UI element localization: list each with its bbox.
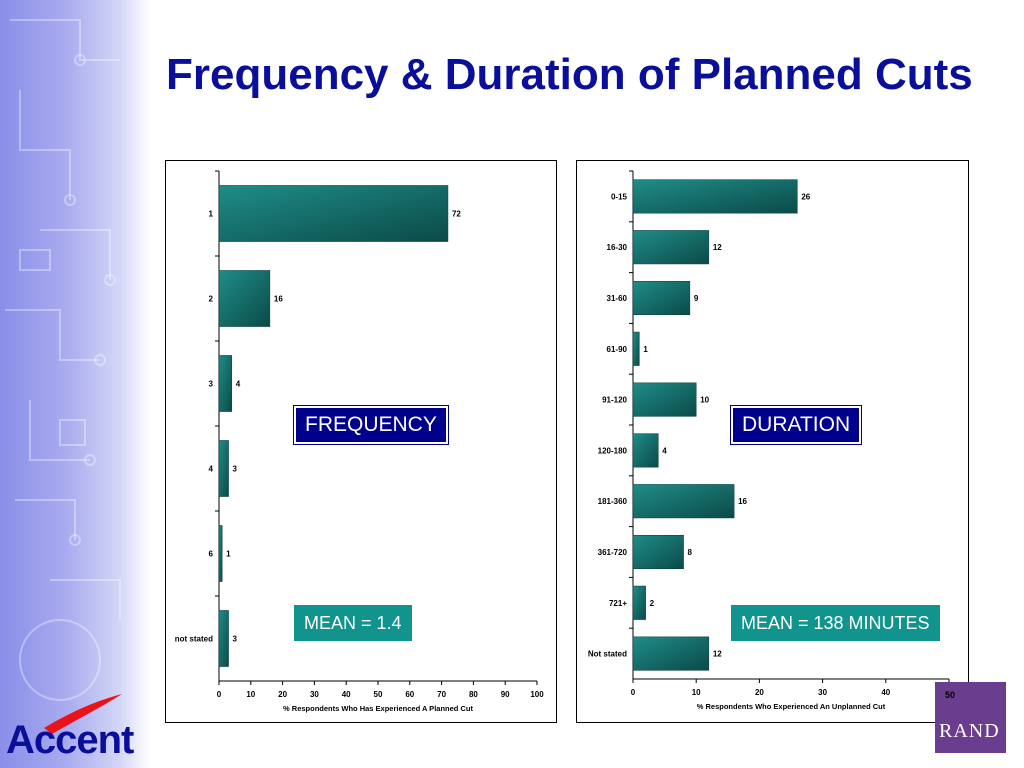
x-tick-label: 80 (469, 690, 478, 699)
x-tick-label: 70 (437, 690, 446, 699)
data-label: 2 (650, 599, 655, 608)
category-label: 721+ (609, 599, 627, 608)
x-tick-label: 30 (310, 690, 319, 699)
category-label: 3 (209, 380, 214, 389)
data-label: 1 (226, 550, 231, 559)
bar (218, 355, 232, 412)
x-tick-label: 100 (530, 690, 544, 699)
x-axis-label: % Respondents Who Experienced An Unplann… (697, 702, 886, 711)
x-tick-label: 20 (755, 688, 764, 697)
x-tick-label: 90 (501, 690, 510, 699)
frequency-chart-panel: 1 72 2 16 3 4 4 3 6 1 not stated 3 0 10 20 30 40 50 60 70 80… (165, 160, 557, 723)
bar (632, 280, 691, 316)
bar (632, 331, 640, 366)
circuit-pattern-icon (5, 19, 121, 701)
data-label: 12 (713, 243, 722, 252)
data-label: 3 (233, 635, 238, 644)
x-tick-label: 10 (246, 690, 255, 699)
bar (632, 433, 659, 468)
duration-box-label: DURATION (729, 405, 863, 445)
accent-swoosh-icon (44, 694, 122, 734)
slide-title: Frequency & Duration of Planned Cuts (166, 50, 973, 99)
category-label: 181-360 (598, 497, 628, 506)
x-tick-label: 40 (881, 688, 890, 697)
bar (632, 179, 798, 214)
data-label: 16 (274, 295, 283, 304)
category-label: 361-720 (598, 548, 628, 557)
bar (218, 185, 449, 242)
data-label: 3 (233, 465, 238, 474)
rand-logo-text: RAND (939, 720, 1000, 742)
duration-mean-label: MEAN = 138 MINUTES (731, 605, 940, 641)
duration-chart: 0-15 26 16-30 12 31-60 9 61-90 1 91-120 10 120-180… (588, 170, 954, 711)
data-label: 16 (738, 497, 747, 506)
bar (632, 230, 710, 265)
bar (632, 636, 710, 671)
data-label: 1 (643, 345, 648, 354)
category-label: 61-90 (607, 345, 628, 354)
bar (218, 525, 223, 582)
bar (218, 610, 229, 667)
bar (632, 534, 684, 570)
data-label: 10 (700, 396, 709, 405)
x-tick-label: 0 (631, 688, 636, 697)
data-label: 26 (801, 192, 810, 201)
x-tick-label: 50 (374, 690, 383, 699)
bar (632, 484, 735, 519)
category-label: 2 (209, 295, 214, 304)
category-label: 120-180 (598, 446, 628, 455)
category-label: 6 (209, 550, 214, 559)
bar (632, 382, 697, 417)
x-tick-label: 10 (692, 688, 701, 697)
x-tick-label: 20 (278, 690, 287, 699)
category-label: 0-15 (611, 192, 628, 201)
data-label: 4 (236, 380, 241, 389)
category-label: Not stated (588, 650, 627, 659)
x-tick-label: 60 (405, 690, 414, 699)
x-tick-label: 40 (342, 690, 351, 699)
bar (218, 270, 271, 327)
category-label: 31-60 (607, 294, 628, 303)
x-tick-label: 30 (818, 688, 827, 697)
data-label: 8 (688, 548, 693, 557)
data-label: 9 (694, 294, 699, 303)
x-tick-label: 0 (217, 690, 222, 699)
bar (218, 440, 229, 497)
category-label: 4 (209, 465, 214, 474)
data-label: 12 (713, 650, 722, 659)
rand-logo: 50 RAND (935, 682, 1006, 753)
data-label: 72 (452, 210, 461, 219)
category-label: 91-120 (602, 396, 627, 405)
bar (632, 585, 646, 620)
data-label: 4 (662, 446, 667, 455)
category-label: not stated (175, 635, 213, 644)
decorative-sidebar (0, 0, 150, 768)
category-label: 16-30 (607, 243, 628, 252)
slide-number: 50 (945, 690, 956, 700)
x-axis-label: % Respondents Who Has Experienced A Plan… (283, 704, 473, 713)
duration-chart-panel: 0-15 26 16-30 12 31-60 9 61-90 1 91-120 10 120-180… (576, 160, 969, 723)
category-label: 1 (209, 210, 214, 219)
frequency-box-label: FREQUENCY (293, 405, 449, 445)
frequency-mean-label: MEAN = 1.4 (294, 605, 412, 641)
accent-logo-text: Accent (6, 718, 134, 762)
